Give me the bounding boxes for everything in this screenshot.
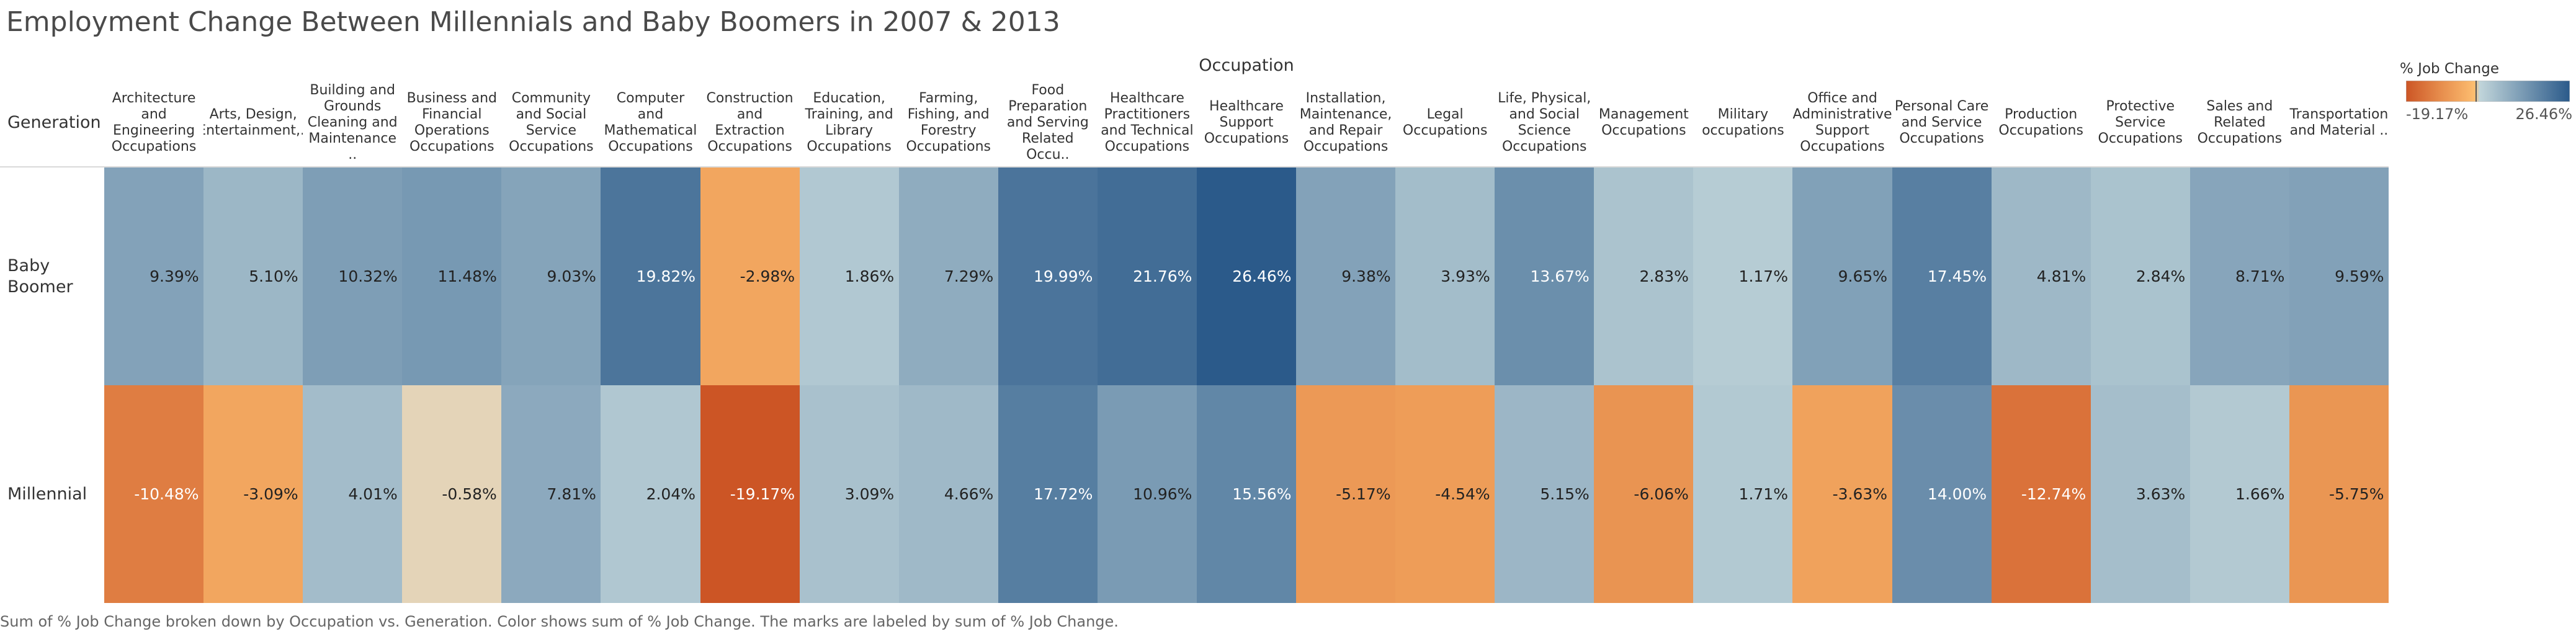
heatmap-cell: 4.81%: [1991, 167, 2091, 385]
heatmap-cell: 1.86%: [799, 167, 900, 385]
heatmap-cell: 9.39%: [104, 167, 204, 385]
column-header: Protective Service Occupations: [2098, 99, 2183, 146]
legend-title: % Job Change: [2400, 61, 2499, 77]
occupation-column-header: Occupation: [1199, 56, 1294, 75]
row-label: Millennial: [7, 484, 87, 504]
heatmap-cell: 2.83%: [1594, 167, 1694, 385]
heatmap-cell: 10.32%: [303, 167, 403, 385]
heatmap-cell: 3.93%: [1395, 167, 1495, 385]
footer-caption: Sum of % Job Change broken down by Occup…: [0, 613, 1119, 630]
generation-row-header: Generation: [7, 113, 101, 132]
heatmap-cell: -5.17%: [1296, 385, 1396, 603]
heatmap-cell: 3.63%: [2090, 385, 2191, 603]
legend-max-label: 26.46%: [2515, 105, 2572, 123]
column-header: Sales and Related Occupations: [2197, 99, 2283, 146]
heatmap-cell: -5.75%: [2289, 385, 2389, 603]
heatmap-cell: 1.17%: [1693, 167, 1793, 385]
heatmap-cell: 2.84%: [2090, 167, 2191, 385]
column-header: Arts, Design, Entertainment,..: [203, 107, 303, 138]
heatmap-cell: -3.09%: [203, 385, 303, 603]
heatmap-cell: -19.17%: [700, 385, 800, 603]
column-header: Food Preparation and Serving Related Occ…: [1006, 83, 1089, 163]
heatmap-cell: 1.66%: [2189, 385, 2290, 603]
row-label: Baby Boomer: [7, 256, 73, 297]
column-header: Education, Training, and Library Occupat…: [805, 91, 893, 154]
heatmap-cell: 17.45%: [1892, 167, 1992, 385]
heatmap-cell: -0.58%: [402, 385, 502, 603]
heatmap-cell: 7.29%: [898, 167, 999, 385]
heatmap-cell: -2.98%: [700, 167, 800, 385]
heatmap-cell: 15.56%: [1196, 385, 1297, 603]
heatmap-cell: 3.09%: [799, 385, 900, 603]
column-header: Building and Grounds Cleaning and Mainte…: [307, 83, 398, 163]
heatmap-cell: 8.71%: [2189, 167, 2290, 385]
column-header: Management Occupations: [1598, 107, 1689, 138]
column-header: Office and Administrative Support Occupa…: [1792, 91, 1892, 154]
heatmap-cell: 5.10%: [203, 167, 303, 385]
heatmap-cell: -4.54%: [1395, 385, 1495, 603]
heatmap-cell: -3.63%: [1792, 385, 1893, 603]
legend-min-label: -19.17%: [2406, 105, 2469, 123]
heatmap-cell: 7.81%: [501, 385, 601, 603]
heatmap-cell: 9.38%: [1296, 167, 1396, 385]
heatmap-cell: 4.66%: [898, 385, 999, 603]
column-header: Business and Financial Operations Occupa…: [406, 91, 497, 154]
heatmap-cell: 9.65%: [1792, 167, 1893, 385]
heatmap-cell: -10.48%: [104, 385, 204, 603]
column-header: Life, Physical, and Social Science Occup…: [1498, 91, 1591, 154]
header-divider: [0, 166, 2389, 167]
heatmap-cell: 26.46%: [1196, 167, 1297, 385]
column-header: Military occupations: [1702, 107, 1784, 138]
column-header: Healthcare Support Occupations: [1204, 99, 1289, 146]
heatmap-cell: 1.71%: [1693, 385, 1793, 603]
heatmap-cell: -12.74%: [1991, 385, 2091, 603]
column-header: Farming, Fishing, and Forestry Occupatio…: [906, 91, 991, 154]
column-header: Personal Care and Service Occupations: [1894, 99, 1989, 146]
column-header: Community and Social Service Occupations: [509, 91, 594, 154]
heatmap-cell: 9.03%: [501, 167, 601, 385]
heatmap-cell: -6.06%: [1594, 385, 1694, 603]
column-header: Architecture and Engineering Occupations: [111, 91, 197, 154]
page-title: Employment Change Between Millennials an…: [6, 6, 1060, 38]
heatmap-cell: 9.59%: [2289, 167, 2389, 385]
column-header: Construction and Extraction Occupations: [706, 91, 794, 154]
column-header: Healthcare Practitioners and Technical O…: [1101, 91, 1194, 154]
column-header: Legal Occupations: [1402, 107, 1488, 138]
heatmap-cell: 21.76%: [1097, 167, 1197, 385]
column-header: Computer and Mathematical Occupations: [604, 91, 697, 154]
heatmap-cell: 19.99%: [998, 167, 1098, 385]
heatmap-cell: 19.82%: [601, 167, 700, 385]
column-header: Transportation and Material ..: [2289, 107, 2389, 138]
heatmap-cell: 4.01%: [303, 385, 403, 603]
heatmap-cell: 10.96%: [1097, 385, 1197, 603]
heatmap-grid: 9.39% 5.10% 10.32% 11.48% 9.03% 19.82% -2.98% 1…: [104, 167, 2389, 603]
column-header: Installation, Maintenance, and Repair Oc…: [1299, 91, 1392, 154]
heatmap-cell: 14.00%: [1892, 385, 1992, 603]
heatmap-cell: 2.04%: [601, 385, 700, 603]
heatmap-cell: 17.72%: [998, 385, 1098, 603]
legend-color-ramp: [2406, 81, 2570, 102]
column-header: Production Occupations: [1998, 107, 2083, 138]
heatmap-cell: 13.67%: [1495, 167, 1594, 385]
heatmap-cell: 5.15%: [1495, 385, 1594, 603]
heatmap-cell: 11.48%: [402, 167, 502, 385]
